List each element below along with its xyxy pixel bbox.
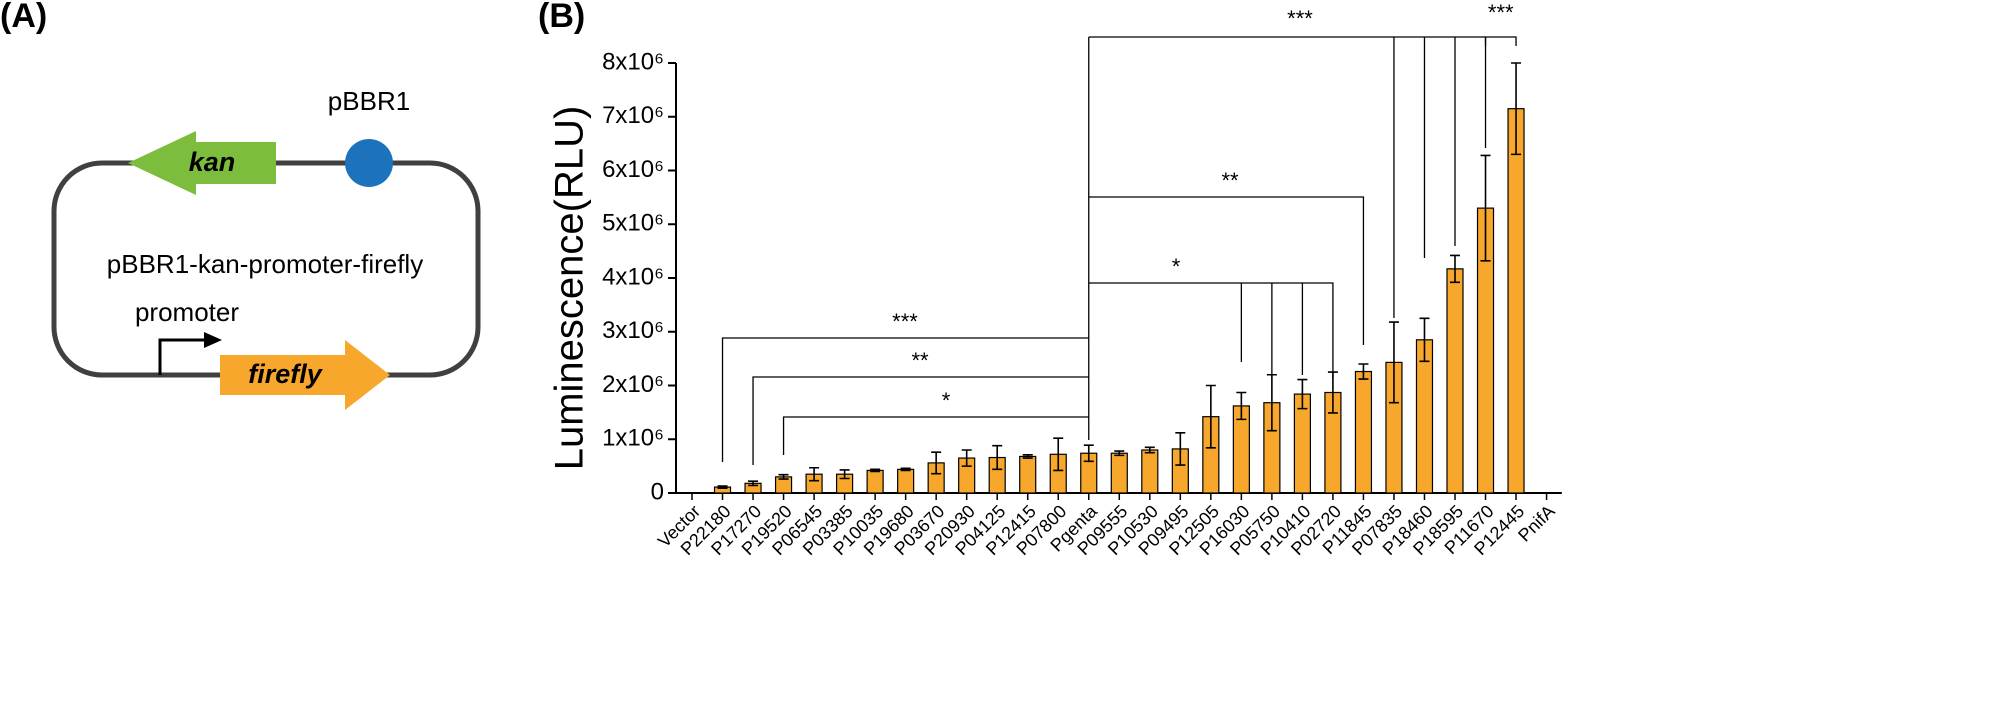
firefly-gene: [220, 340, 390, 410]
bar: [1141, 449, 1159, 494]
origin-circle: [345, 139, 393, 187]
panel-label: (B): [538, 0, 585, 35]
y-axis-title: Luminescence(RLU): [548, 106, 592, 471]
error-bar: [931, 451, 942, 475]
y-tick-label: 6x10⁶: [602, 156, 664, 183]
promoter-arrowhead: [204, 332, 222, 348]
error-bar: [1450, 254, 1460, 284]
significance-label: **: [911, 348, 929, 373]
significance-bracket: [782, 416, 1089, 455]
bar: [866, 469, 884, 494]
error-bar: [1388, 321, 1399, 404]
significance-label: ***: [1287, 6, 1313, 31]
bar: [1446, 268, 1464, 494]
significance-bracket: [1088, 282, 1334, 378]
significance-label: *: [1172, 254, 1181, 279]
error-bar: [1144, 446, 1155, 454]
x-tick-label: PnifA: [1514, 501, 1559, 546]
bar-chart: Luminescence(RLU) 0 1x10⁶ 2x10⁶ 3x10⁶ 4x10⁶ 5x…: [548, 0, 1562, 559]
significance-bracket: [1484, 36, 1517, 46]
error-bar: [1022, 454, 1033, 459]
error-bar: [1358, 363, 1369, 380]
kan-gene: [128, 131, 276, 195]
y-tick-label: 5x10⁶: [602, 210, 664, 237]
error-bar: [1480, 154, 1491, 262]
significance-bracket: [721, 337, 1089, 462]
plasmid-label: pBBR1-kan-promoter-firefly: [107, 249, 423, 279]
error-bar: [778, 473, 789, 480]
error-bar: [900, 467, 911, 472]
bar: [1507, 108, 1525, 494]
error-bar: [1205, 384, 1216, 449]
significance-label: ***: [892, 309, 918, 334]
panel-label: (A): [0, 0, 47, 35]
error-bar: [809, 466, 820, 482]
error-bar: [1114, 450, 1125, 457]
error-bar: [1236, 391, 1247, 421]
firefly-label: firefly: [248, 359, 324, 389]
significance-bracket: [1088, 196, 1365, 345]
promoter-arrow: [158, 338, 205, 375]
error-bar: [992, 444, 1003, 471]
kan-label: kan: [189, 147, 236, 177]
promoter-label: promoter: [135, 297, 239, 327]
error-bar: [1175, 432, 1186, 466]
significance-bracket: [752, 376, 1089, 465]
significance-bracket: [1088, 36, 1487, 318]
error-bar: [748, 480, 759, 487]
y-tick-label: 2x10⁶: [602, 371, 664, 398]
bar: [897, 468, 915, 494]
error-bar: [1419, 317, 1430, 363]
bar: [1110, 452, 1128, 494]
y-tick-label: 8x10⁶: [602, 48, 664, 75]
y-tick-label: 1x10⁶: [602, 425, 664, 452]
origin-label: pBBR1: [328, 86, 410, 116]
y-tick-label: 7x10⁶: [602, 102, 664, 129]
bar: [1415, 339, 1434, 494]
error-bar: [1511, 62, 1522, 156]
y-tick-label: 3x10⁶: [602, 317, 664, 344]
error-bar: [1083, 444, 1094, 463]
y-tick-label: 4x10⁶: [602, 263, 664, 290]
bar: [1019, 455, 1037, 494]
significance-label: **: [1221, 168, 1239, 193]
error-bar: [1053, 437, 1064, 472]
error-bar: [717, 485, 728, 489]
error-bar: [961, 449, 972, 467]
bar: [1354, 370, 1373, 494]
error-bar: [1297, 378, 1308, 410]
significance-label: ***: [1488, 0, 1514, 25]
significance-label: *: [942, 388, 951, 413]
y-tick-label: 0: [651, 478, 664, 505]
error-bar: [839, 469, 850, 480]
error-bar: [870, 468, 881, 473]
